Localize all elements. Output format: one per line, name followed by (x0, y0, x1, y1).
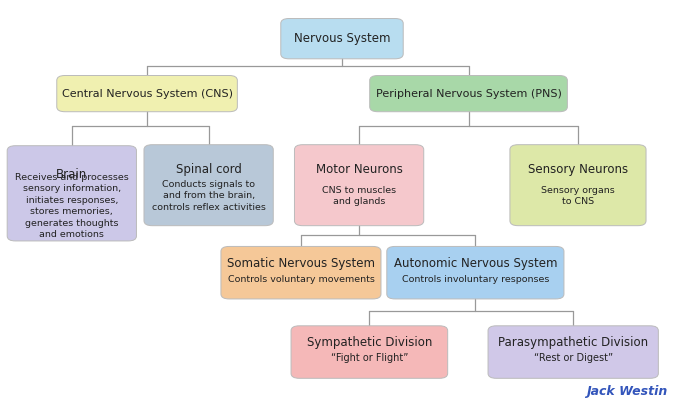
Text: Receives and processes
sensory information,
initiates responses,
stores memories: Receives and processes sensory informati… (15, 173, 129, 239)
FancyBboxPatch shape (280, 19, 403, 59)
Text: “Rest or Digest”: “Rest or Digest” (534, 353, 613, 363)
FancyBboxPatch shape (7, 146, 136, 241)
Text: Sympathetic Division: Sympathetic Division (306, 336, 432, 349)
Text: “Fight or Flight”: “Fight or Flight” (330, 353, 408, 363)
FancyBboxPatch shape (294, 145, 423, 225)
Text: CNS to muscles
and glands: CNS to muscles and glands (322, 186, 396, 206)
Text: Peripheral Nervous System (PNS): Peripheral Nervous System (PNS) (376, 89, 562, 98)
Text: Controls voluntary movements: Controls voluntary movements (228, 275, 374, 284)
Text: Somatic Nervous System: Somatic Nervous System (227, 257, 375, 270)
Text: Nervous System: Nervous System (293, 32, 391, 45)
Text: Sensory Neurons: Sensory Neurons (528, 163, 628, 176)
FancyBboxPatch shape (369, 76, 568, 112)
Text: Autonomic Nervous System: Autonomic Nervous System (393, 257, 557, 270)
FancyBboxPatch shape (510, 145, 646, 225)
Text: Jack Westin: Jack Westin (586, 385, 667, 398)
FancyBboxPatch shape (144, 145, 273, 225)
FancyBboxPatch shape (386, 247, 564, 299)
Text: Brain: Brain (56, 168, 88, 181)
FancyBboxPatch shape (488, 326, 658, 379)
FancyBboxPatch shape (221, 247, 381, 299)
Text: Spinal cord: Spinal cord (176, 163, 241, 176)
Text: Controls involuntary responses: Controls involuntary responses (402, 275, 549, 284)
Text: Sensory organs
to CNS: Sensory organs to CNS (541, 186, 615, 206)
Text: Motor Neurons: Motor Neurons (315, 163, 403, 176)
FancyBboxPatch shape (57, 76, 237, 112)
FancyBboxPatch shape (291, 326, 448, 379)
Text: Parasympathetic Division: Parasympathetic Division (498, 336, 648, 349)
Text: Conducts signals to
and from the brain,
controls reflex activities: Conducts signals to and from the brain, … (152, 180, 265, 212)
Text: Central Nervous System (CNS): Central Nervous System (CNS) (62, 89, 233, 98)
